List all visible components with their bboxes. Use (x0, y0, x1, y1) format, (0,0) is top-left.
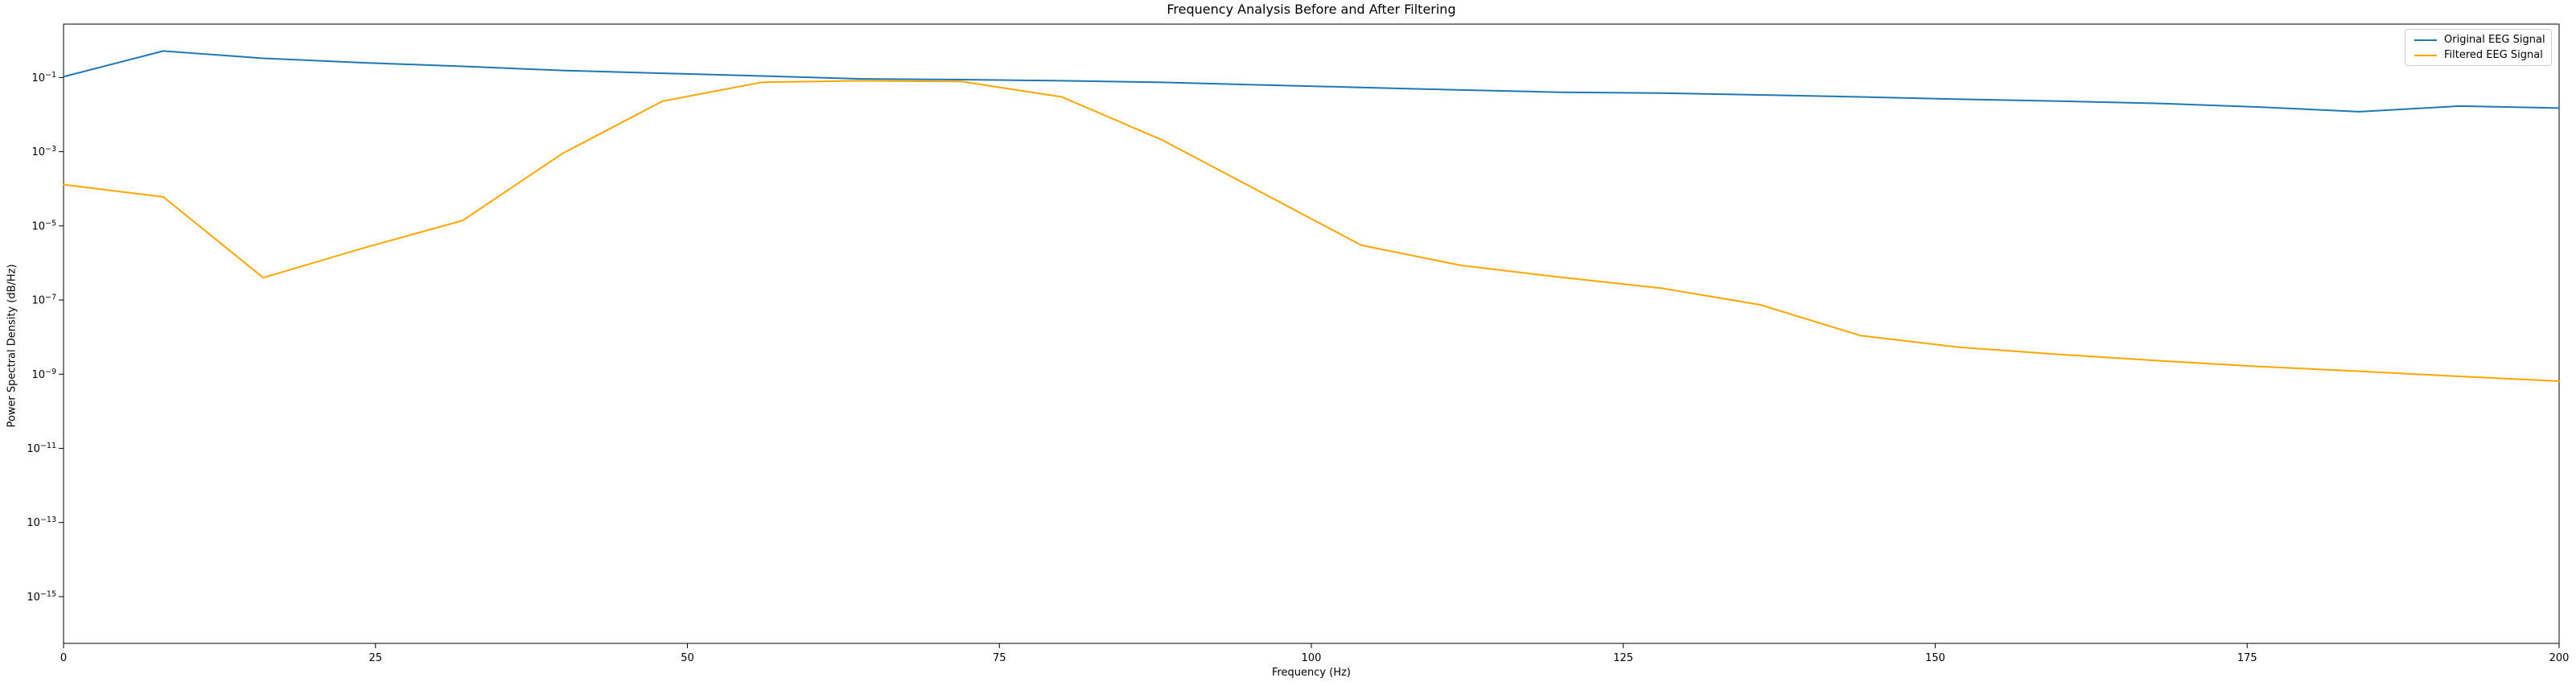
y-tick-label: 10−7 (31, 294, 56, 307)
x-tick-label: 125 (1613, 652, 1633, 664)
x-tick-label: 175 (2237, 652, 2257, 664)
legend-label-original: Original EEG Signal (2444, 34, 2545, 46)
original-series-line (63, 50, 2560, 113)
x-tick-label: 75 (993, 652, 1006, 664)
y-tick-label: 10−1 (31, 71, 56, 84)
y-axis-title: Power Spectral Density (dB/Hz) (6, 264, 19, 428)
filtered-series-line (63, 80, 2560, 382)
y-tick-label: 10−15 (27, 589, 56, 603)
filtered-line-swatch (2414, 54, 2437, 56)
y-tick-label: 10−5 (31, 219, 56, 232)
x-tick-label: 0 (60, 652, 67, 664)
x-axis-title: Frequency (Hz) (1271, 667, 1352, 679)
axes-spines (63, 23, 2560, 644)
original-line-swatch (2414, 39, 2437, 41)
legend-entry-filtered: Filtered EEG Signal (2414, 50, 2551, 60)
y-tick-label: 10−13 (27, 516, 56, 529)
y-tick-label: 10−3 (31, 145, 56, 158)
x-tick-label: 200 (2549, 652, 2570, 664)
x-tick-label: 25 (368, 652, 382, 664)
x-tick-label: 50 (681, 652, 694, 664)
x-tick-label: 100 (1302, 652, 1322, 664)
legend-entry-original: Original EEG Signal (2414, 35, 2551, 45)
legend: Original EEG Signal Filtered EEG Signal (2405, 29, 2552, 66)
y-tick-label: 10−9 (31, 368, 56, 381)
legend-label-filtered: Filtered EEG Signal (2444, 49, 2543, 61)
chart-title: Frequency Analysis Before and After Filt… (1167, 2, 1456, 17)
y-tick-label: 10−11 (27, 442, 56, 455)
x-tick-label: 150 (1925, 652, 1945, 664)
